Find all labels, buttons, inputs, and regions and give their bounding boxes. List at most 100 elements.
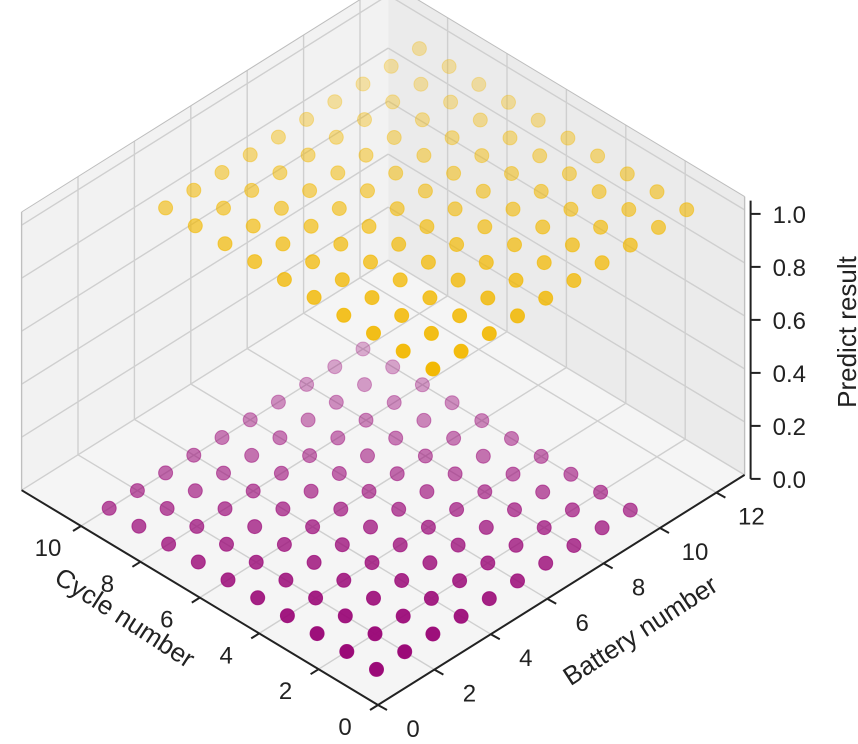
data-point — [593, 219, 609, 235]
data-point — [563, 466, 579, 482]
data-point — [507, 237, 522, 253]
data-point — [389, 201, 405, 217]
data-point — [385, 359, 401, 375]
data-point — [532, 148, 548, 164]
data-point — [306, 289, 322, 305]
data-point — [303, 218, 319, 234]
data-point — [328, 394, 344, 410]
data-point — [360, 183, 375, 199]
data-point — [505, 201, 521, 217]
x-tick-label: 6 — [160, 607, 173, 634]
data-point — [357, 112, 372, 128]
data-point — [308, 590, 324, 606]
data-point — [591, 184, 607, 200]
data-point — [363, 519, 378, 535]
data-point — [443, 94, 459, 110]
data-point — [217, 501, 233, 517]
data-point — [417, 448, 433, 464]
data-point — [501, 94, 516, 110]
x-tick — [369, 704, 379, 711]
data-point — [446, 165, 462, 181]
data-point — [214, 430, 230, 445]
data-point — [330, 430, 346, 446]
data-point — [450, 272, 466, 288]
data-point — [275, 236, 291, 252]
data-point — [250, 590, 266, 606]
data-point — [364, 555, 380, 571]
data-point — [279, 608, 295, 624]
data-point — [276, 537, 292, 552]
data-point — [248, 554, 264, 570]
data-point — [388, 430, 404, 446]
data-point — [508, 272, 524, 288]
data-point — [419, 484, 435, 500]
data-point — [391, 501, 407, 517]
data-point — [477, 219, 493, 235]
data-point — [475, 448, 491, 464]
grid-wall-z-left — [21, 259, 389, 491]
data-point — [590, 148, 606, 164]
x-tick-label: 0 — [338, 714, 351, 741]
data-point — [477, 484, 493, 500]
data-point — [538, 555, 554, 571]
data-point — [247, 254, 263, 270]
data-point — [507, 502, 522, 518]
data-point — [594, 520, 610, 536]
data-point — [186, 447, 202, 463]
data-point — [481, 326, 497, 342]
data-point — [420, 254, 436, 270]
data-point — [651, 219, 666, 235]
data-point — [158, 200, 174, 216]
data-point — [510, 573, 525, 589]
data-point — [363, 254, 378, 270]
data-point — [333, 501, 349, 517]
data-point — [244, 447, 260, 463]
y-tick — [377, 704, 388, 711]
data-point — [328, 129, 344, 145]
grid-wall-z-left — [21, 0, 382, 226]
data-point — [389, 466, 405, 482]
data-point — [331, 466, 347, 481]
data-point — [395, 608, 411, 624]
data-point — [299, 376, 315, 392]
y-tick — [433, 668, 444, 676]
data-point — [444, 395, 460, 411]
data-point — [449, 237, 465, 252]
data-point — [441, 59, 457, 74]
pane-back-left — [21, 0, 389, 491]
grid-wall-z-right — [387, 259, 745, 476]
data-point — [422, 555, 438, 571]
data-point — [355, 76, 371, 92]
data-point — [504, 431, 519, 446]
data-point — [327, 94, 343, 110]
data-point — [563, 201, 579, 217]
data-point — [367, 626, 383, 642]
data-point — [300, 147, 316, 163]
data-point — [679, 202, 695, 218]
data-point — [305, 254, 321, 270]
data-point — [216, 200, 231, 216]
z-tick-label: 0.4 — [773, 361, 806, 388]
tick-labels: 0 2 4 6 8 10 0 2 4 6 8 10 12 0.0 0.2 0.4 0.6 0.8 1.0 — [35, 202, 806, 743]
y-axis-line — [377, 474, 746, 706]
x-tick — [250, 632, 260, 640]
grid-floor-y — [359, 277, 717, 494]
data-point — [309, 626, 325, 642]
data-point — [242, 412, 258, 428]
data-point — [158, 465, 174, 481]
data-point — [273, 200, 289, 216]
data-point — [245, 483, 261, 499]
y-tick — [603, 562, 614, 570]
data-point — [453, 343, 469, 359]
data-point — [564, 502, 580, 518]
grid-wall-z-right — [387, 47, 745, 264]
grid-wall-z-left — [21, 47, 389, 279]
pane-edge — [21, 0, 361, 213]
y-tick-label: 10 — [682, 539, 709, 566]
y-tick-label: 4 — [519, 645, 532, 672]
y-tick-label: 12 — [738, 504, 765, 531]
data-point — [299, 111, 315, 127]
data-point — [395, 343, 411, 359]
data-point — [622, 237, 638, 253]
data-point — [131, 518, 147, 534]
